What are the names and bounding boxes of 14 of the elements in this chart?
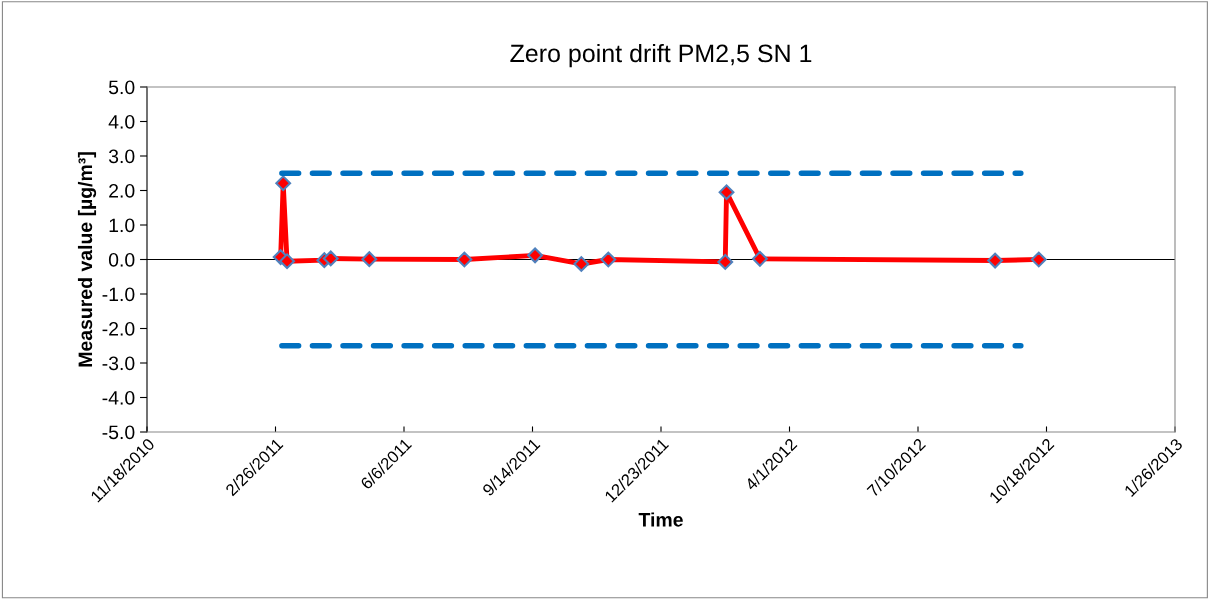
y-tick-label: -1.0 [102, 287, 135, 302]
y-tick-label: -4.0 [102, 390, 135, 405]
y-tick-label: 5.0 [108, 80, 135, 95]
x-axis-title: Time [638, 512, 683, 527]
y-tick-label: -5.0 [102, 425, 135, 440]
y-tick-label: 1.0 [109, 218, 135, 233]
chart-title: Zero point drift PM2,5 SN 1 [510, 43, 812, 68]
y-tick-label: 0.0 [108, 252, 135, 267]
y-tick-label: -3.0 [102, 356, 135, 371]
y-tick-label: 4.0 [108, 114, 135, 129]
y-tick-label: -2.0 [102, 321, 135, 336]
y-tick-label: 2.0 [109, 183, 135, 198]
y-axis-title: Measured value [µg/m³] [77, 152, 97, 367]
y-tick-label: 3.0 [108, 149, 135, 164]
